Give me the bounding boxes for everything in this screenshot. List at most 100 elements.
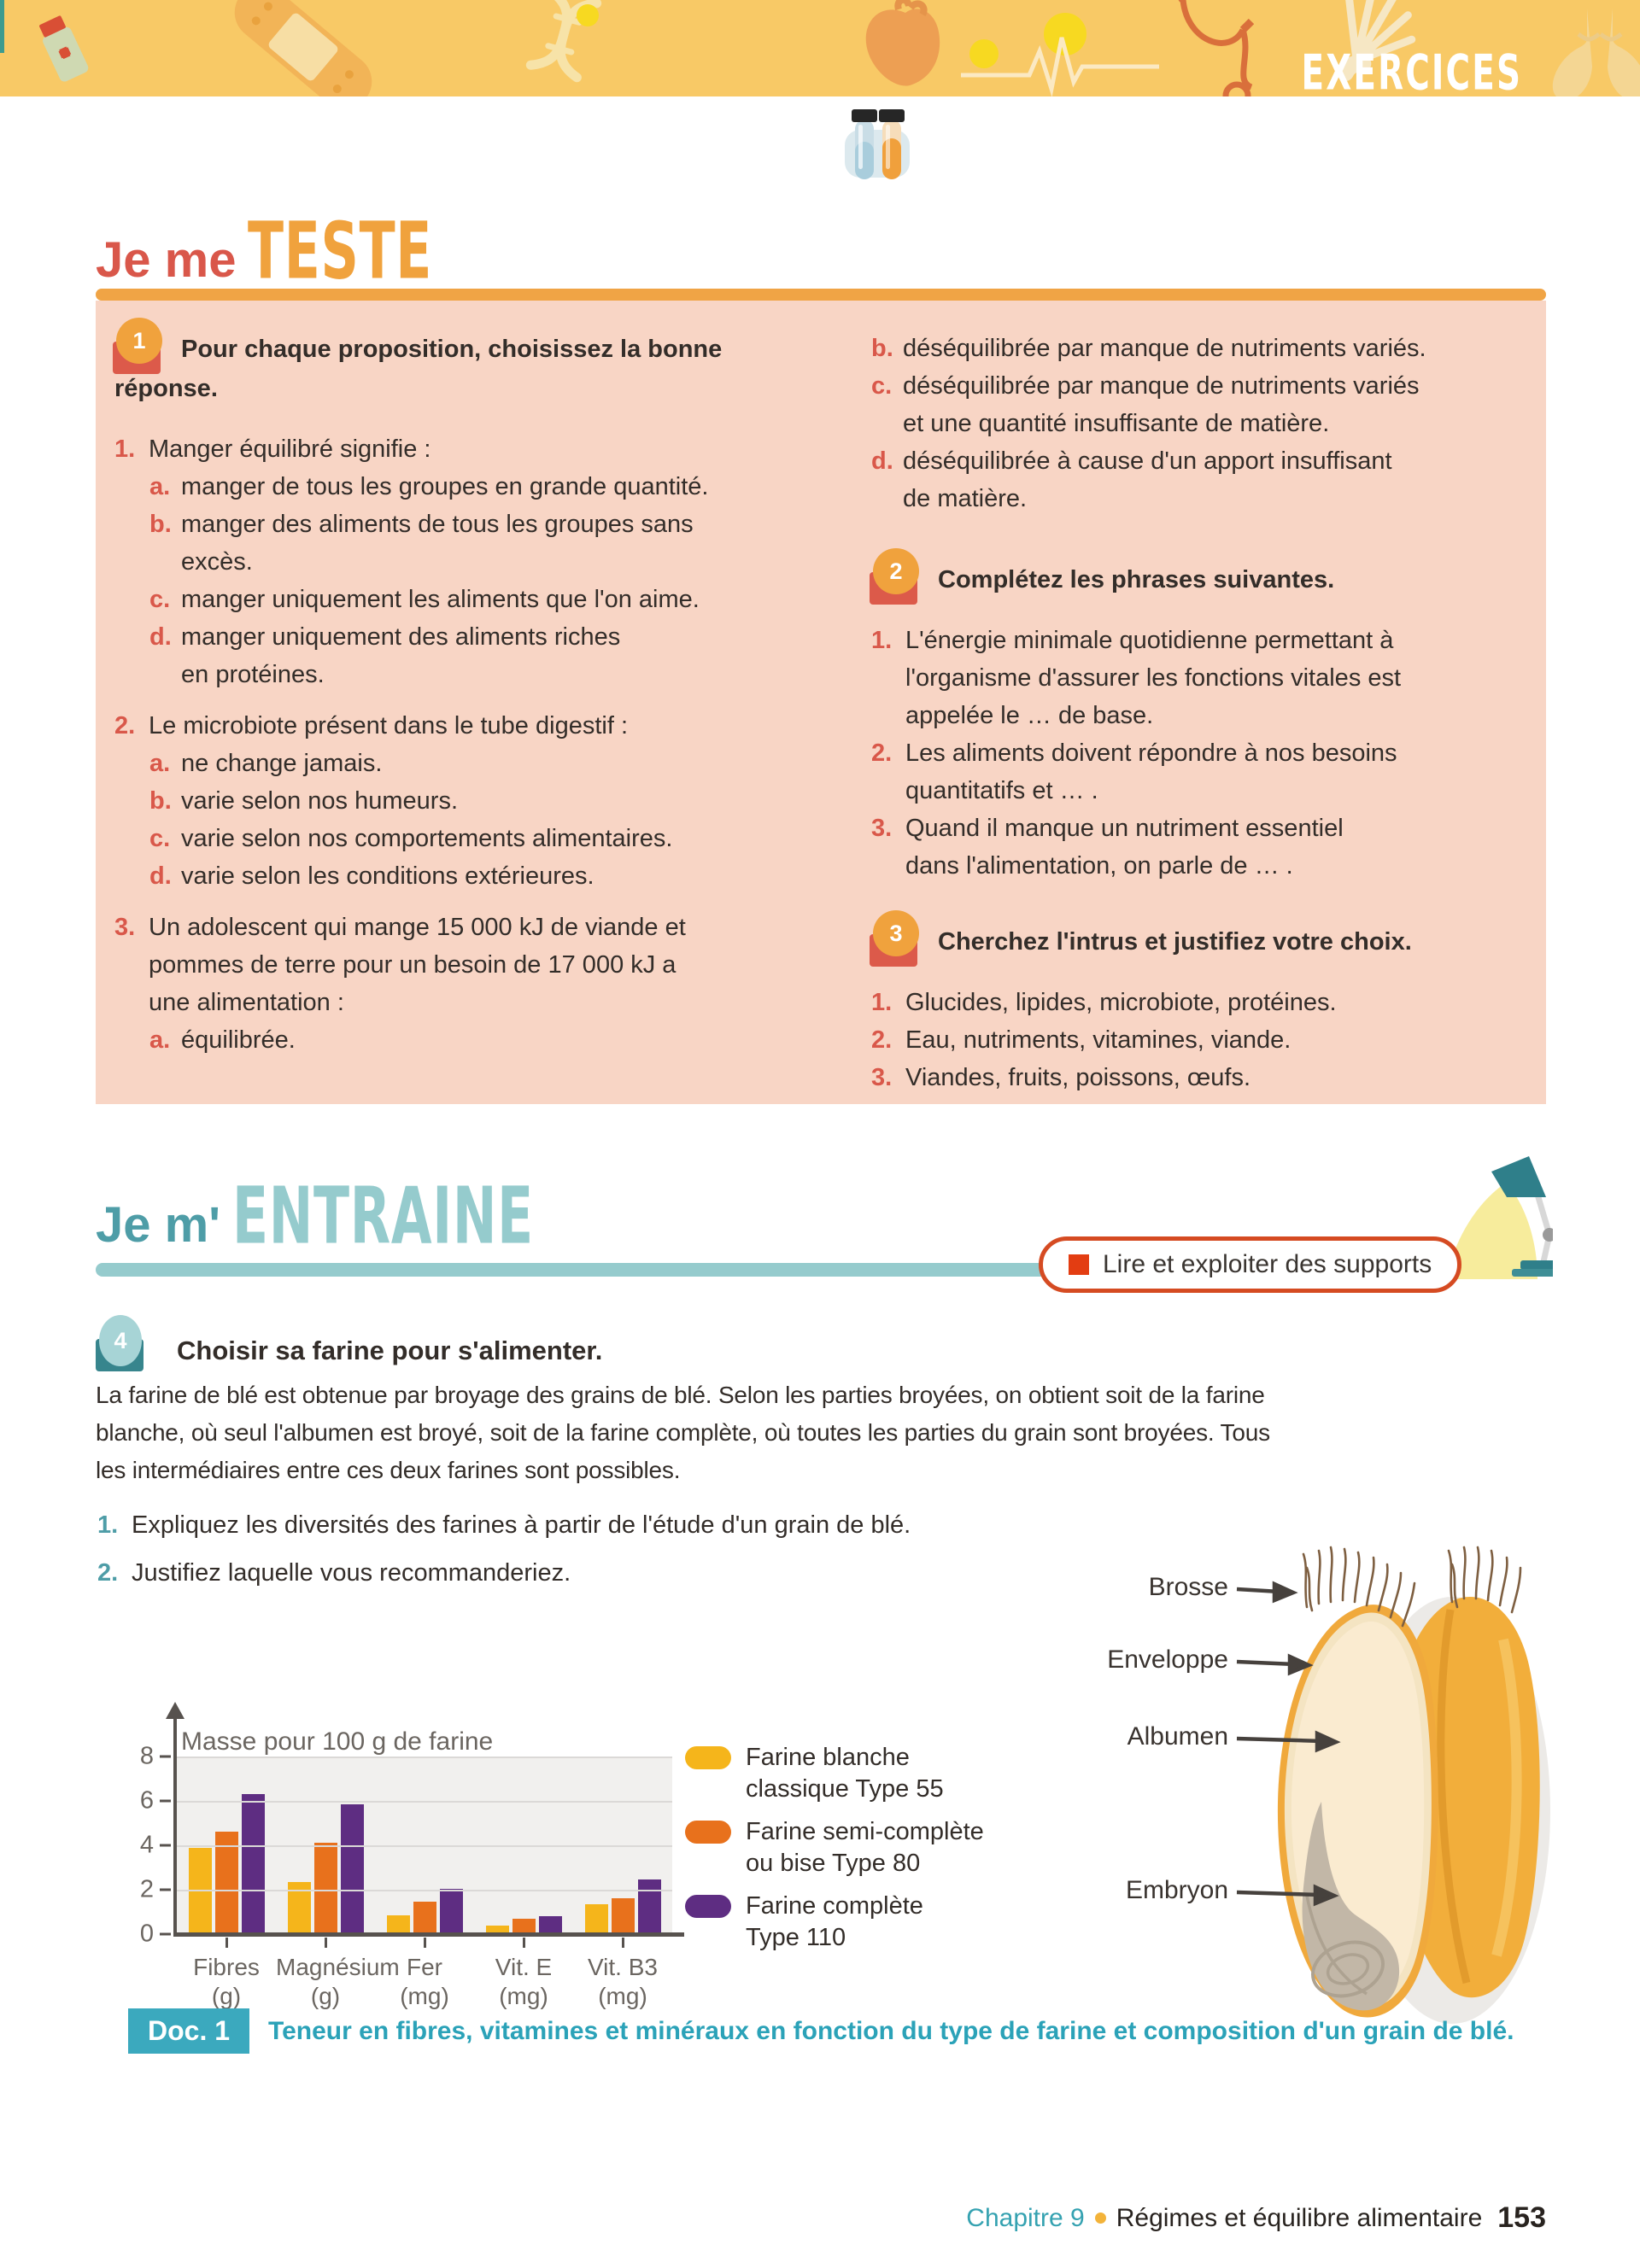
exercise-4-badge: 4 [96,1315,147,1371]
y-tick: 6 [140,1787,171,1815]
grain-label-embryon: Embryon [1125,1876,1228,1904]
complete-item: 2. Les aliments doivent répondre à nos b… [871,734,1536,810]
y-tick: 2 [140,1876,171,1904]
item-number: 3. [871,1064,893,1091]
exercise-3-title: Cherchez l'intrus et justifiez votre cho… [938,928,1412,956]
heart-icon [865,0,940,86]
wheat-grain-diagram [1236,1546,1550,2024]
brush-hairs-illustration [1302,1546,1522,1628]
bar [538,1916,562,1934]
legend-label: Farine semi-complète ou bise Type 80 [746,1818,984,1877]
item-text: Eau, nutriments, vitamines, viande. [905,1026,1292,1054]
quiz-question: 1. Manger équilibré signifie : [114,430,856,468]
grain-label-enveloppe: Enveloppe [1107,1645,1228,1674]
y-tick: 8 [140,1743,171,1771]
y-tick-label: 0 [139,1920,154,1948]
chart-yticks: 0 2 4 6 8 [108,1743,171,1948]
quiz-option: c. varie selon nos comportements aliment… [114,820,856,857]
gridline [177,1801,672,1803]
bar [340,1803,364,1934]
category-label: Fer (mg) [375,1938,474,2011]
gridline [177,1890,672,1891]
exercise-2-badge: 2 [870,548,921,605]
gridline [177,1757,672,1758]
gridline [177,1845,672,1847]
exercise-1-badge: 1 [113,318,164,374]
option-letter: b. [149,787,172,815]
complete-item: 1. L'énergie minimale quotidienne permet… [871,622,1536,734]
intrus-item: 3. Viandes, fruits, poissons, œufs. [871,1059,1536,1096]
quiz-panel: 1 Pour chaque proposition, choisissez la… [96,301,1546,1104]
option-letter: b. [149,511,172,538]
badge-number: 4 [99,1315,142,1366]
heading-accent: TESTE [248,205,433,297]
legend-entry: Farine complète Type 110 [685,1891,984,1954]
option-letter: a. [149,1026,171,1054]
question-text: Justifiez laquelle vous recommanderiez. [132,1559,571,1587]
quiz-option: d. déséquilibrée à cause d'un apport ins… [871,442,1536,517]
skill-badge-label: Lire et exploiter des supports [1103,1250,1432,1278]
quiz-option: a. manger de tous les groupes en grande … [114,468,856,506]
quiz-option: c. déséquilibrée par manque de nutriment… [871,367,1536,442]
bar [313,1843,337,1934]
option-text: manger des aliments de tous les groupes … [181,511,694,576]
doc-tag: Doc. 1 [128,2008,249,2054]
bar [611,1898,635,1934]
option-letter: b. [871,335,893,362]
legend-swatch-icon [685,1895,731,1918]
question-text: Un adolescent qui mange 15 000 kJ de via… [149,914,686,1016]
quiz-option: a. ne change jamais. [114,745,856,782]
y-tick: 4 [140,1832,171,1860]
pill-bottle-icon [39,15,89,82]
option-text: équilibrée. [181,1026,296,1054]
option-text: varie selon nos comportements alimentair… [181,825,673,852]
section-entraine-heading: Je m' ENTRAINE [96,1177,663,1254]
banner-title: EXERCICES [1301,44,1522,96]
legend-swatch-icon [685,1746,731,1769]
option-letter: c. [149,825,171,852]
dot-icon [577,4,599,26]
option-text: ne change jamais. [181,750,383,777]
question-number: 1. [114,435,136,463]
option-text: varie selon les conditions extérieures. [181,862,594,890]
item-text: Quand il manque un nutriment essentiel d… [905,815,1344,880]
exercise-2-header: 2 Complétez les phrases suivantes. [870,548,1536,605]
badge-number: 3 [873,910,919,956]
bar [214,1832,238,1934]
chart-title: Masse pour 100 g de farine [181,1727,494,1756]
teste-divider [96,289,1546,301]
question-number: 1. [97,1511,119,1539]
doc-caption: Teneur en fibres, vitamines et minéraux … [268,2017,1514,2045]
quiz-right-column: b. déséquilibrée par manque de nutriment… [870,330,1536,1096]
page-number: 153 [1497,2201,1546,2234]
option-letter: d. [871,447,893,475]
exercise-4-title: Choisir sa farine pour s'alimenter. [177,1336,603,1365]
item-text: Les aliments doivent répondre à nos beso… [905,739,1397,804]
intrus-item: 2. Eau, nutriments, vitamines, viande. [871,1021,1536,1059]
x-tick-mark [621,1938,624,1948]
option-text: manger de tous les groupes en grande qua… [181,473,709,500]
y-tick-mark [160,1888,171,1891]
label-arrows [1236,1581,1341,1907]
sectioned-grain-illustration [1277,1605,1438,2018]
exercise-1-header: 1 Pour chaque proposition, choisissez la… [113,318,856,408]
option-text: déséquilibrée par manque de nutriments v… [903,372,1420,437]
question-number: 2. [114,712,136,739]
banner-decorations [39,0,1640,96]
option-letter: d. [149,862,172,890]
y-tick: 0 [140,1920,171,1949]
y-tick-mark [160,1844,171,1847]
legend-entry: Farine blanche classique Type 55 [685,1742,984,1805]
option-text: manger uniquement des aliments riches en… [181,623,621,688]
y-tick-label: 6 [139,1786,154,1815]
bar [485,1925,509,1934]
quiz-option: d. varie selon les conditions extérieure… [114,857,856,895]
quiz-option: b. déséquilibrée par manque de nutriment… [871,330,1536,367]
option-text: déséquilibrée par manque de nutriments v… [903,335,1426,362]
option-text: manger uniquement les aliments que l'on … [181,586,700,613]
exercise-4-question: 2. Justifiez laquelle vous recommanderie… [97,1556,571,1590]
item-number: 2. [871,1026,893,1054]
exercise-4-intro: La farine de blé est obtenue par broyage… [96,1382,1270,1483]
top-banner: EXERCICES [0,0,1640,96]
option-letter: c. [871,372,893,400]
